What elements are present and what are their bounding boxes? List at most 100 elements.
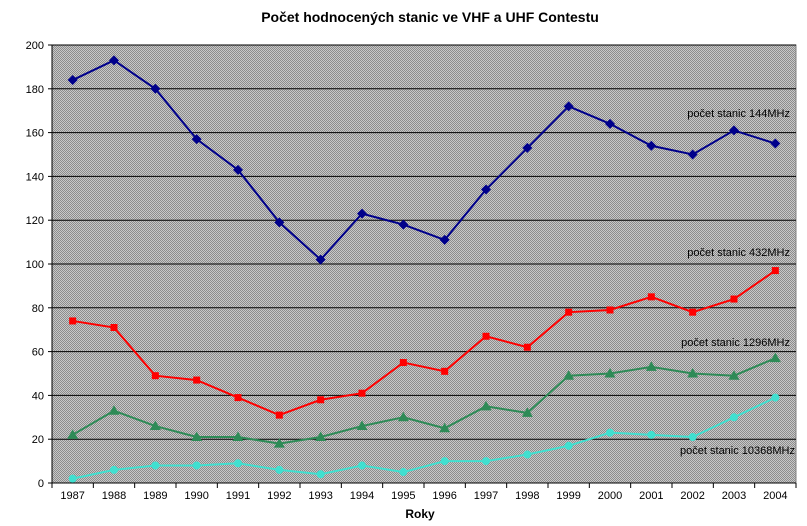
- data-point: [234, 459, 242, 468]
- data-point: [151, 461, 160, 470]
- series-2: [67, 352, 781, 448]
- data-point: [480, 400, 492, 411]
- x-tick-label: 1999: [556, 490, 580, 502]
- data-point: [356, 420, 368, 431]
- data-point: [563, 370, 575, 380]
- data-point: [771, 267, 779, 275]
- data-point: [357, 208, 367, 219]
- series-label: počet stanic 1296MHz: [681, 337, 790, 349]
- x-axis: 1987 1988 1989 1990 1991 1992 1993 1994 1995 1996…: [51, 482, 797, 502]
- data-point: [563, 101, 574, 112]
- x-axis-label: Roky: [405, 507, 435, 521]
- data-point: [647, 293, 655, 301]
- y-tick-label: 40: [32, 390, 44, 402]
- x-tick-label: 1996: [432, 490, 456, 502]
- data-point: [275, 465, 284, 474]
- y-tick-label: 160: [26, 128, 44, 140]
- data-point: [149, 420, 161, 431]
- chart-title: Počet hodnocených stanic ve VHF a UHF Co…: [261, 9, 599, 25]
- data-point: [687, 149, 698, 160]
- series-label: počet stanic 10368MHz: [680, 445, 795, 457]
- y-tick-label: 100: [26, 259, 44, 271]
- data-point: [647, 430, 656, 439]
- series-line: [72, 396, 776, 480]
- data-point: [358, 461, 366, 470]
- x-tick-label: 1990: [184, 490, 208, 502]
- y-tick-label: 0: [38, 478, 44, 490]
- data-point: [769, 352, 781, 363]
- data-point: [397, 411, 409, 422]
- x-tick-label: 1988: [102, 490, 126, 502]
- data-point: [771, 393, 780, 402]
- data-point: [565, 308, 573, 316]
- data-point: [315, 254, 326, 265]
- data-point: [191, 431, 203, 442]
- data-point: [605, 118, 615, 129]
- data-point: [275, 411, 283, 419]
- y-tick-label: 180: [26, 84, 44, 96]
- data-point: [523, 343, 531, 351]
- y-tick-label: 20: [32, 434, 44, 446]
- data-point: [69, 317, 77, 325]
- data-point: [232, 431, 244, 442]
- data-point: [564, 441, 573, 450]
- data-point: [730, 413, 738, 422]
- data-point: [316, 470, 325, 479]
- x-tick-label: 1997: [474, 490, 498, 502]
- series-label: počet stanic 432MHz: [687, 247, 790, 259]
- data-point: [604, 368, 616, 378]
- data-point: [68, 474, 77, 483]
- x-tick-label: 1992: [267, 490, 291, 502]
- series-labels: počet stanic 144MHz počet stanic 432MHz po…: [680, 108, 795, 457]
- y-axis: 0 20 40 60 80 100 120 140 160 180 200: [26, 40, 53, 490]
- x-tick-label: 2000: [598, 490, 622, 502]
- data-point: [687, 368, 699, 378]
- data-point: [151, 372, 159, 380]
- x-tick-label: 2001: [639, 490, 663, 502]
- data-point: [646, 140, 657, 151]
- series-line: [72, 59, 776, 262]
- series-0: [67, 55, 781, 265]
- data-point: [273, 438, 285, 448]
- data-point: [482, 457, 490, 466]
- x-tick-label: 1994: [350, 490, 374, 502]
- data-point: [358, 389, 366, 397]
- data-point: [522, 142, 533, 153]
- data-point: [191, 134, 202, 145]
- data-point: [274, 217, 285, 228]
- x-tick-label: 1987: [60, 490, 84, 502]
- x-tick-label: 1998: [515, 490, 539, 502]
- series-group: [67, 55, 781, 483]
- data-point: [482, 332, 490, 340]
- data-point: [317, 396, 325, 404]
- x-tick-label: 2004: [763, 490, 787, 502]
- series-3: [68, 393, 780, 483]
- x-tick-label: 2002: [680, 490, 704, 502]
- series-1: [69, 267, 779, 419]
- data-point: [150, 83, 161, 94]
- data-point: [645, 361, 657, 371]
- data-point: [523, 450, 532, 459]
- series-line: [72, 269, 776, 417]
- data-point: [193, 376, 201, 384]
- gridlines: [52, 44, 796, 440]
- data-point: [441, 367, 449, 375]
- data-point: [728, 370, 740, 380]
- y-tick-label: 120: [26, 215, 44, 227]
- data-point: [110, 465, 118, 474]
- data-point: [110, 324, 118, 332]
- data-point: [67, 429, 79, 439]
- data-point: [689, 308, 697, 316]
- y-tick-label: 140: [26, 171, 44, 183]
- series-line: [72, 357, 776, 445]
- data-point: [606, 306, 614, 314]
- series-label: počet stanic 144MHz: [687, 108, 790, 120]
- x-tick-label: 1993: [308, 490, 332, 502]
- x-tick-label: 1995: [391, 490, 415, 502]
- y-tick-label: 60: [32, 347, 44, 359]
- data-point: [108, 405, 120, 415]
- data-point: [729, 125, 739, 136]
- x-tick-label: 2003: [722, 490, 746, 502]
- data-point: [439, 422, 451, 433]
